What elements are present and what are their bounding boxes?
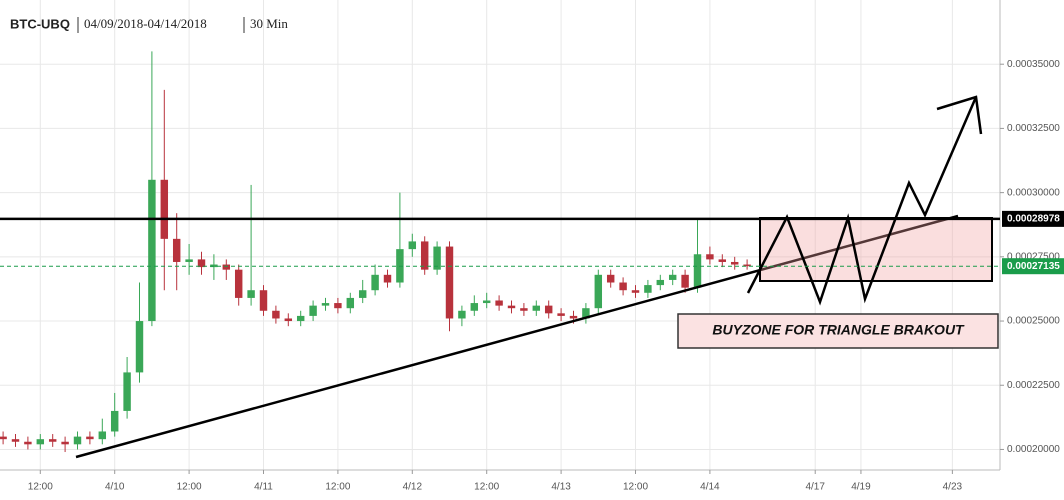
- candle-body: [706, 254, 714, 260]
- candle-body: [222, 264, 231, 270]
- candle-body: [36, 439, 45, 445]
- candle-body: [631, 290, 640, 293]
- x-tick-label: 4/19: [851, 482, 871, 493]
- x-tick-label: 4/12: [403, 482, 423, 493]
- date-range: 04/09/2018-04/14/2018: [84, 16, 207, 31]
- candle-body: [557, 313, 565, 316]
- candle-body: [110, 410, 119, 432]
- symbol: BTC-UBQ: [10, 16, 70, 31]
- candle-body: [247, 290, 255, 298]
- candle-body: [123, 372, 131, 411]
- price-label: 0.00028978: [1007, 214, 1060, 225]
- x-tick-label: 4/17: [805, 482, 825, 493]
- candle-body: [495, 300, 503, 306]
- candle-body: [371, 274, 379, 291]
- candle-body: [718, 259, 727, 262]
- candle-body: [334, 303, 342, 309]
- candle-body: [358, 290, 367, 298]
- y-tick-label: 0.00020000: [1007, 444, 1060, 455]
- interval: 30 Min: [250, 16, 288, 31]
- candle-body: [520, 308, 528, 311]
- y-tick-label: 0.00035000: [1007, 59, 1060, 70]
- candle-body: [408, 241, 417, 250]
- candle-body: [606, 274, 615, 283]
- candle-body: [98, 431, 107, 440]
- candle-body: [197, 259, 206, 268]
- candle-body: [61, 441, 69, 445]
- axes: 0.00020000 0.00022500 0.00025000 0.00027500…: [0, 59, 1064, 493]
- y-tick-label: 0.00030000: [1007, 187, 1060, 198]
- candle-body: [383, 274, 392, 283]
- candle-body: [135, 321, 144, 373]
- candle-body: [11, 439, 20, 442]
- candle-body: [148, 179, 156, 322]
- trend-line: [75, 214, 959, 459]
- candle-body: [259, 290, 268, 311]
- candle-body: [445, 246, 454, 319]
- candle-body: [482, 300, 491, 304]
- y-tick-label: 0.00025000: [1007, 316, 1060, 327]
- candle-body: [470, 303, 479, 311]
- grid: [0, 0, 1000, 470]
- candle-body: [619, 282, 627, 291]
- x-tick-label: 4/11: [254, 482, 273, 493]
- arrow-head: [936, 95, 983, 135]
- candle-body: [644, 285, 652, 293]
- price-label-box: [1002, 258, 1064, 275]
- candle-body: [24, 441, 32, 445]
- x-tick-label: 4/10: [105, 482, 125, 493]
- candle-body: [544, 305, 553, 314]
- candle-body: [309, 305, 317, 316]
- drawings: BUYZONE FOR TRIANGLE BRAKOUT: [75, 95, 999, 459]
- x-tick-label: 12:00: [325, 482, 350, 493]
- candle-body: [668, 274, 677, 280]
- candle-body: [532, 305, 541, 311]
- x-tick-label: 12:00: [177, 482, 202, 493]
- x-tick-label: 12:00: [474, 482, 499, 493]
- candle-body: [0, 436, 7, 440]
- x-tick-label: 12:00: [623, 482, 648, 493]
- candles: [0, 51, 751, 453]
- candle-body: [86, 436, 94, 440]
- candle-body: [346, 297, 355, 309]
- price-label: 0.00027135: [1007, 261, 1060, 272]
- x-tick-label: 4/13: [551, 482, 571, 493]
- candle-body: [656, 279, 665, 286]
- candle-body: [160, 179, 169, 239]
- candle-body: [296, 315, 305, 322]
- candle-body: [420, 241, 429, 270]
- candle-body: [594, 274, 603, 309]
- y-tick-label: 0.00032500: [1007, 123, 1060, 134]
- candle-body: [185, 259, 193, 262]
- candle-body: [73, 436, 82, 445]
- price-label-box: [1002, 210, 1064, 227]
- header: BTC-UBQ 04/09/2018-04/14/2018 30 Min: [10, 16, 288, 33]
- candle-body: [569, 315, 578, 319]
- x-tick-label: 4/23: [943, 482, 963, 493]
- candle-body: [693, 254, 702, 288]
- x-tick-label: 4/14: [700, 482, 720, 493]
- candle-body: [730, 261, 739, 265]
- candle-body: [272, 310, 280, 319]
- candle-body: [681, 274, 689, 288]
- candle-body: [743, 264, 751, 267]
- candle-body: [48, 439, 57, 442]
- y-tick-label: 0.00022500: [1007, 380, 1060, 391]
- candle-body: [507, 305, 516, 309]
- candle-body: [458, 310, 466, 319]
- candle-body: [284, 318, 293, 322]
- candle-body: [582, 308, 590, 319]
- zigzag-path: [746, 96, 978, 306]
- candle-body: [433, 246, 441, 270]
- annotation-box: [677, 313, 999, 349]
- candle-body: [321, 303, 330, 306]
- annotation-text: BUYZONE FOR TRIANGLE BRAKOUT: [712, 322, 965, 338]
- candle-body: [172, 238, 181, 262]
- candle-body: [234, 269, 243, 298]
- y-tick-label: 0.00027500: [1007, 251, 1060, 262]
- x-tick-label: 12:00: [28, 482, 53, 493]
- price-axis: [1000, 0, 1064, 500]
